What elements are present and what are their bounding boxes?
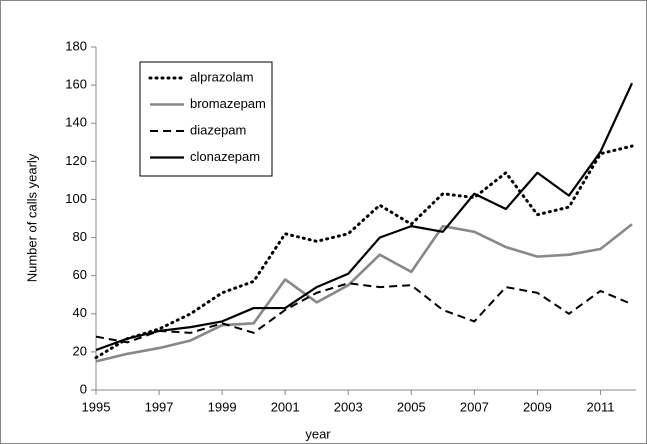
y-tick-label: 180 [65, 38, 87, 53]
y-tick-label: 140 [65, 115, 87, 130]
x-axis-label: year [305, 426, 331, 441]
series-line [95, 82, 633, 352]
x-tick-label: 2009 [523, 399, 552, 414]
legend-label: clonazepam [190, 149, 260, 164]
x-tick-label: 1999 [208, 399, 237, 414]
y-tick-label: 160 [65, 77, 87, 92]
y-axis-label: Number of calls yearly [24, 153, 39, 282]
series-line [95, 282, 633, 344]
series-line [95, 223, 633, 363]
x-tick-label: 2003 [334, 399, 363, 414]
x-tick-label: 2007 [460, 399, 489, 414]
x-tick-label: 2005 [397, 399, 426, 414]
y-tick-label: 0 [80, 381, 87, 396]
y-tick-label: 100 [65, 191, 87, 206]
legend-label: alprazolam [190, 69, 254, 84]
legend-label: diazepam [190, 122, 246, 137]
series-line [94, 144, 634, 360]
x-tick-label: 2001 [271, 399, 300, 414]
y-tick-label: 60 [73, 267, 87, 282]
x-tick-label: 1997 [145, 399, 174, 414]
y-tick-label: 80 [73, 229, 87, 244]
x-tick-label: 2011 [586, 399, 614, 414]
legend-label: bromazepam [190, 96, 266, 111]
y-tick-label: 20 [73, 343, 87, 358]
y-tick-label: 120 [65, 153, 87, 168]
x-tick-label: 1995 [82, 399, 111, 414]
y-tick-label: 40 [73, 305, 87, 320]
